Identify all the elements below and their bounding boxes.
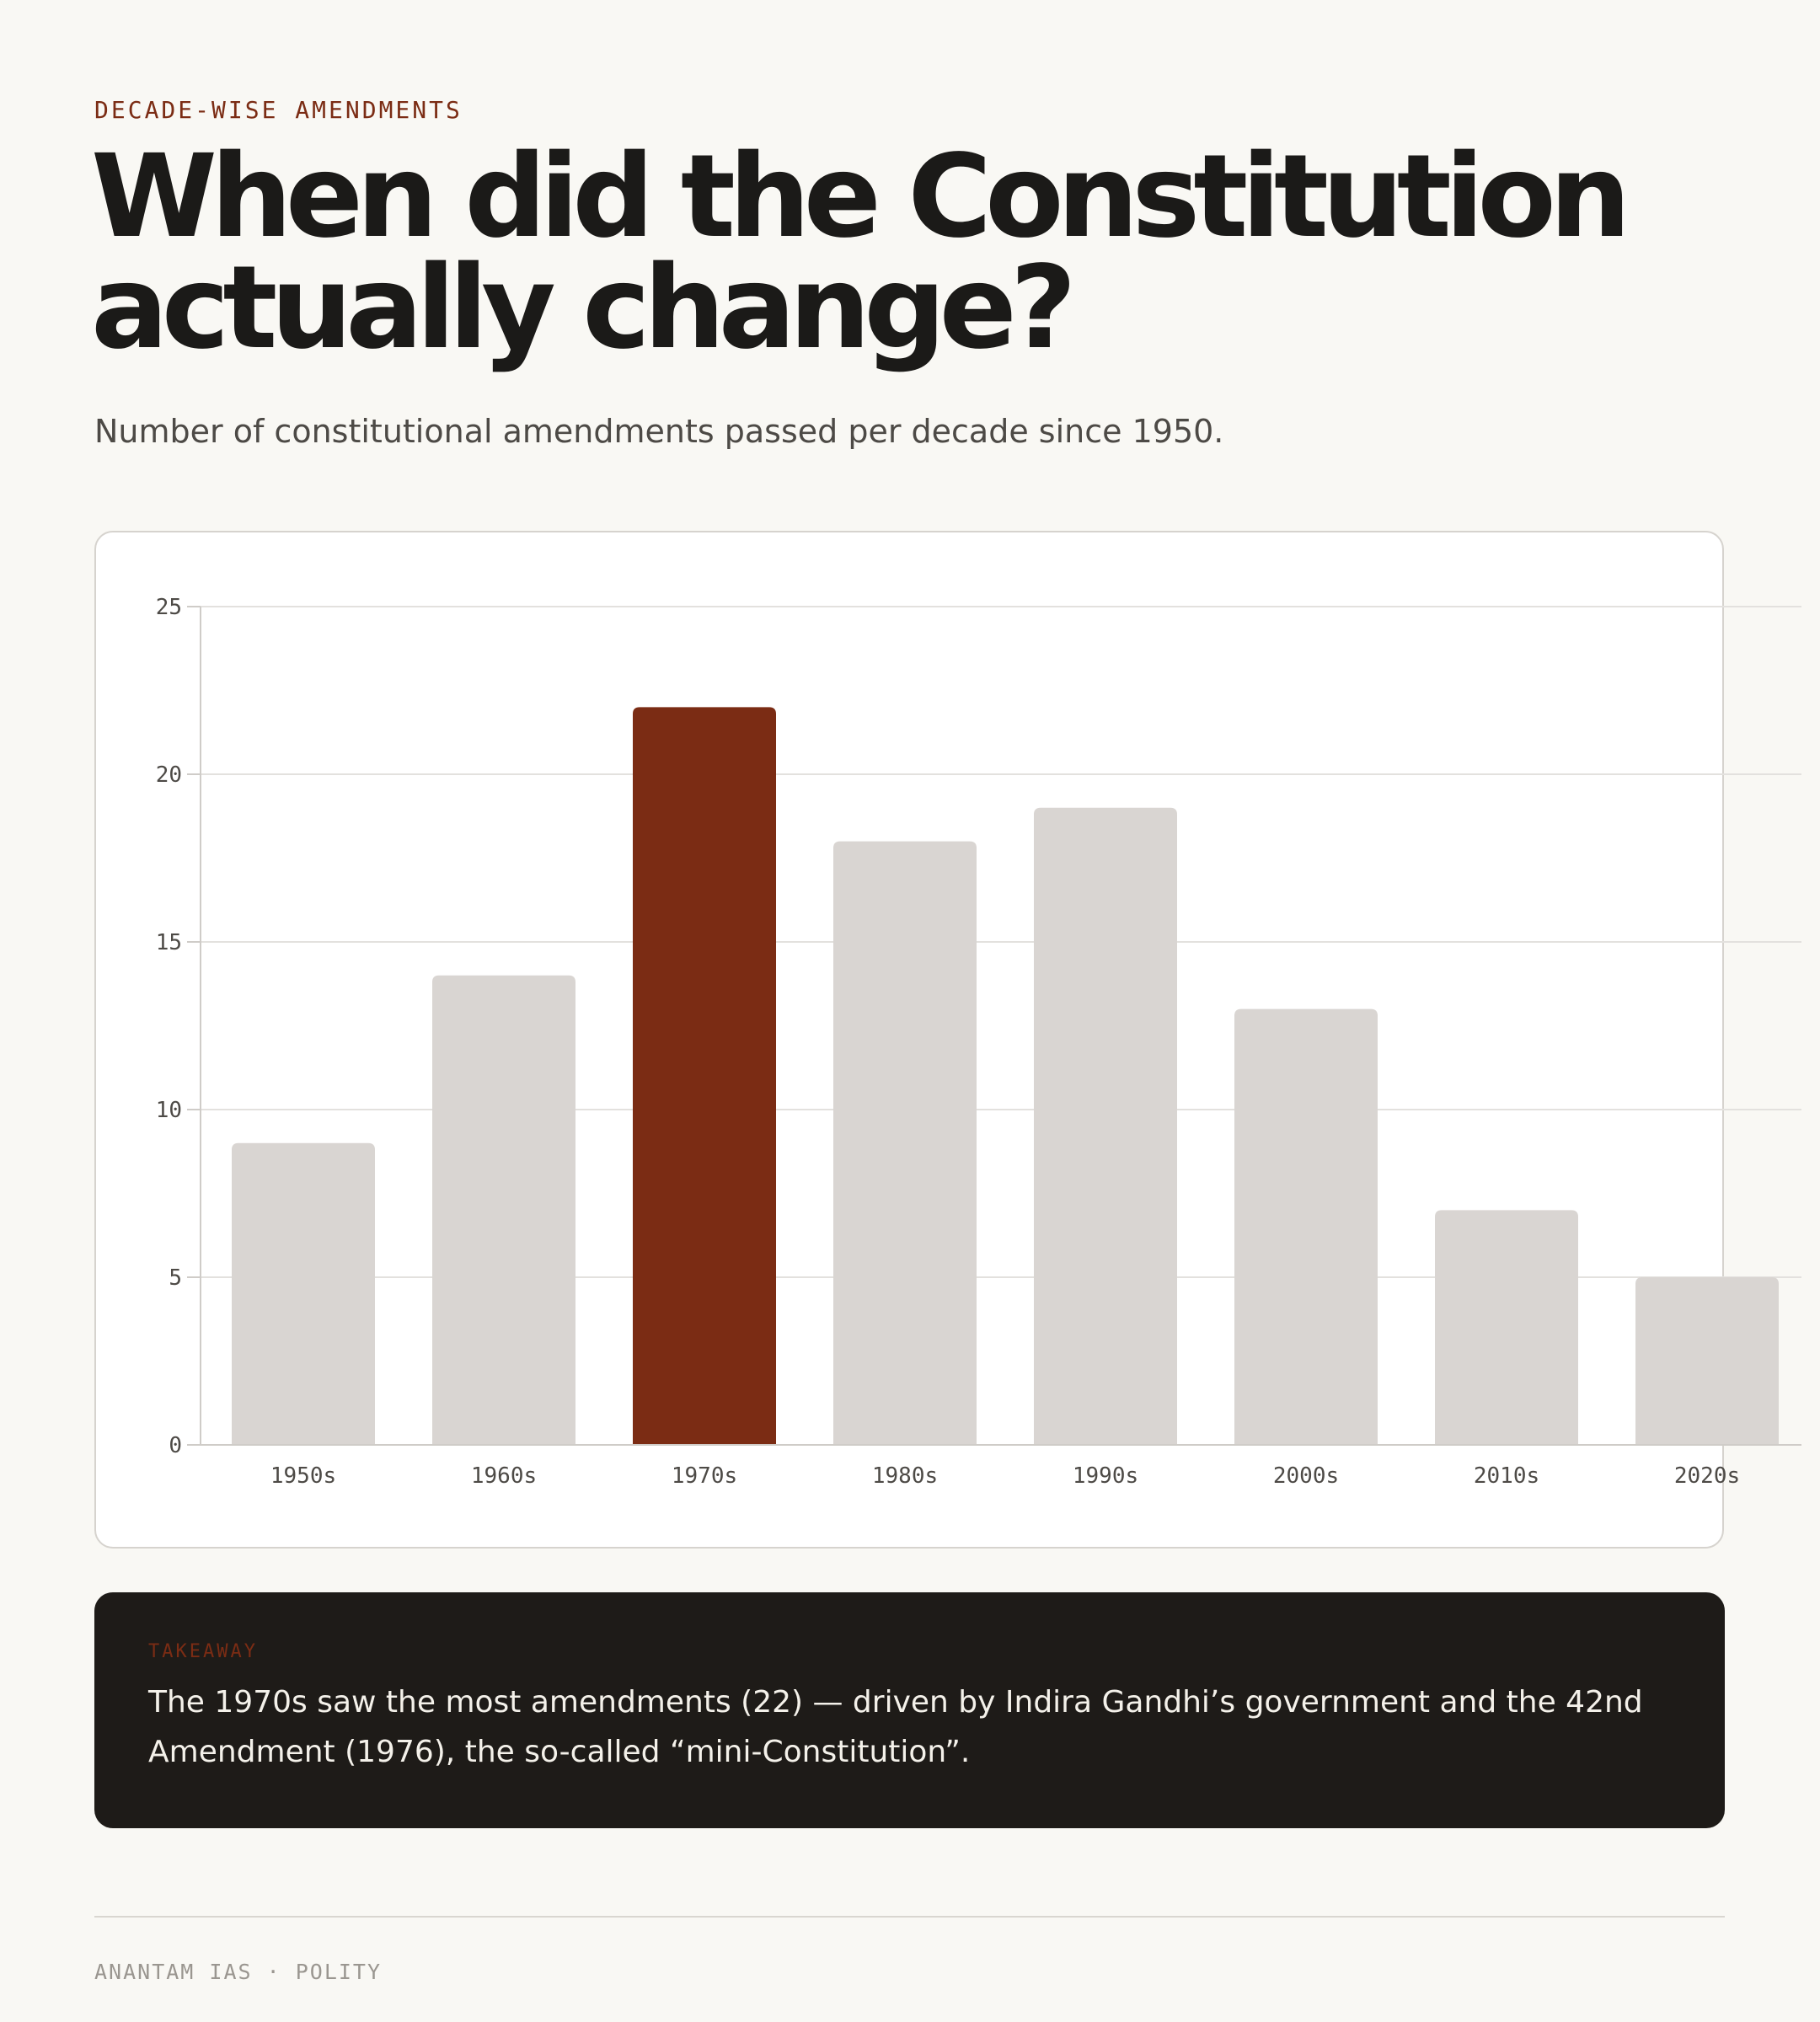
y-tick-label: 0 [169,1433,182,1458]
x-tick-label: 1990s [1073,1463,1138,1489]
y-tick-label: 5 [169,1265,182,1291]
bar-1990s [1034,807,1177,1445]
x-tick-label: 1980s [872,1463,938,1489]
y-tick-label: 10 [156,1098,182,1123]
takeaway-text: The 1970s saw the most amendments (22) —… [148,1685,1643,1769]
bar-2020s [1635,1277,1779,1445]
bar-chart: 0 5 10 15 20 25 1950s 1960s 1970s 1980s 1990s 2000s… [156,595,1801,1489]
x-tick-label: 2010s [1474,1463,1539,1489]
eyebrow-label: DECADE-WISE AMENDMENTS [94,96,463,124]
footer-label: ANANTAM IAS · POLITY [94,1960,383,1984]
page-subtitle: Number of constitutional amendments pass… [94,413,1224,450]
takeaway-panel: TAKEAWAY The 1970s saw the most amendmen… [94,1592,1725,1828]
x-tick-label: 1950s [270,1463,336,1489]
y-tick-label: 20 [156,762,182,788]
x-tick-label: 2000s [1273,1463,1339,1489]
page-title: When did the Constitution actually chang… [91,131,1631,375]
chart-card: 0 5 10 15 20 25 1950s 1960s 1970s 1980s 1990s 2000s… [94,531,1801,1549]
x-tick-label: 1970s [672,1463,737,1489]
y-tick-label: 15 [156,930,182,955]
x-tick-label: 1960s [471,1463,537,1489]
y-tick-label: 25 [156,595,182,620]
footer-divider [94,1916,1725,1918]
bar-2000s [1234,1008,1378,1445]
bar-2010s [1435,1210,1578,1445]
bar-1980s [833,841,977,1445]
bar-1960s [432,975,575,1445]
x-tick-label: 2020s [1674,1463,1740,1489]
bar-1950s [232,1142,375,1445]
bar-1970s [633,707,776,1445]
takeaway-label: TAKEAWAY [148,1641,258,1662]
